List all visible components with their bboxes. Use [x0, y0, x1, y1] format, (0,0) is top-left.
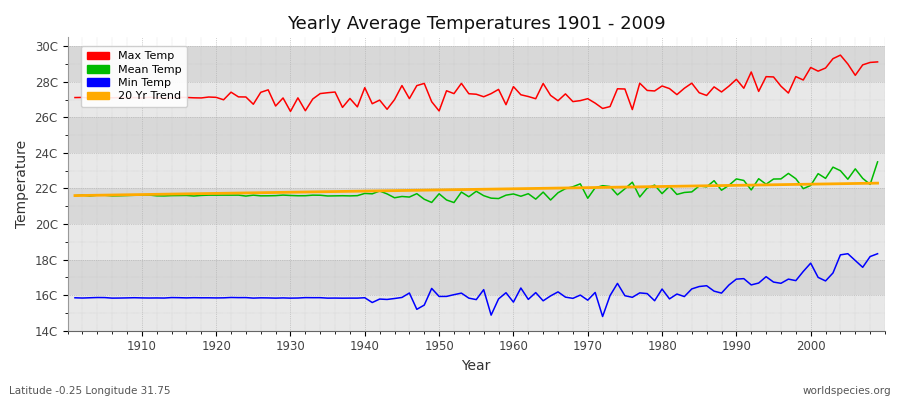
Bar: [68, 82, 885, 117]
Bar: [68, 117, 885, 153]
Bar: [68, 295, 885, 331]
Bar: [68, 224, 885, 260]
Bar: [68, 153, 885, 188]
Title: Yearly Average Temperatures 1901 - 2009: Yearly Average Temperatures 1901 - 2009: [287, 15, 666, 33]
Y-axis label: Temperature: Temperature: [15, 140, 29, 228]
Bar: [68, 260, 885, 295]
Text: worldspecies.org: worldspecies.org: [803, 386, 891, 396]
Bar: [68, 188, 885, 224]
Text: Latitude -0.25 Longitude 31.75: Latitude -0.25 Longitude 31.75: [9, 386, 170, 396]
Legend: Max Temp, Mean Temp, Min Temp, 20 Yr Trend: Max Temp, Mean Temp, Min Temp, 20 Yr Tre…: [81, 46, 187, 107]
Bar: [68, 46, 885, 82]
X-axis label: Year: Year: [462, 359, 491, 373]
